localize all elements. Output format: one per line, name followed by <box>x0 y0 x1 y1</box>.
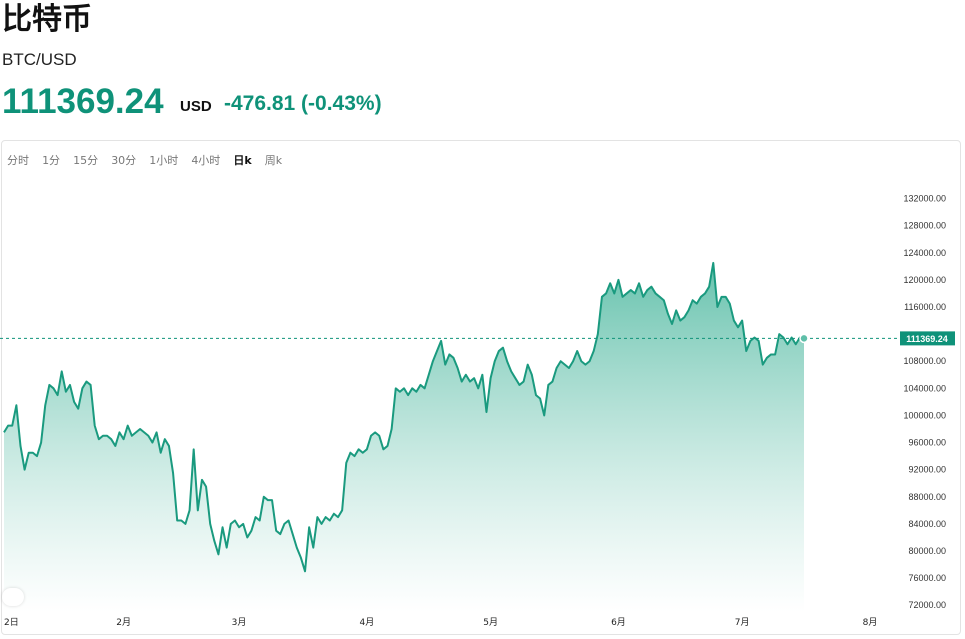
last-price-point[interactable] <box>799 333 809 344</box>
tab-weekly[interactable]: 周k <box>264 154 283 167</box>
y-tick-label: 104000.00 <box>903 383 946 393</box>
x-tick-label: 3月 <box>232 617 247 628</box>
chart-card <box>1 140 961 635</box>
x-tick-label: 2日 <box>4 617 19 628</box>
price-line <box>3 261 805 573</box>
y-tick-label: 128000.00 <box>903 221 946 231</box>
tab-30min[interactable]: 30分 <box>111 154 137 167</box>
y-tick-label: 72000.00 <box>908 600 946 610</box>
tab-1hour[interactable]: 1小时 <box>149 154 179 167</box>
y-tick-label: 120000.00 <box>903 275 946 285</box>
page-title: 比特币 <box>2 2 92 37</box>
tab-15min[interactable]: 15分 <box>73 154 99 167</box>
y-tick-label: 108000.00 <box>903 356 946 366</box>
y-tick-label: 80000.00 <box>908 546 946 556</box>
x-tick-label: 2月 <box>116 617 131 628</box>
price-currency: USD <box>180 98 212 115</box>
y-tick-label: 124000.00 <box>903 248 946 258</box>
x-tick-label: 7月 <box>735 617 750 628</box>
y-tick-label: 88000.00 <box>908 492 946 502</box>
current-price: 111369.24 <box>2 82 164 121</box>
tab-fenshi[interactable]: 分时 <box>7 154 29 167</box>
y-tick-label: 84000.00 <box>908 519 946 529</box>
price-change: -476.81 (-0.43%) <box>224 92 382 115</box>
y-tick-label: 92000.00 <box>908 465 946 475</box>
x-tick-label: 4月 <box>360 617 375 628</box>
x-tick-label: 5月 <box>483 617 498 628</box>
x-tick-label: 6月 <box>611 617 626 628</box>
x-tick-label: 8月 <box>863 617 878 628</box>
y-tick-label: 96000.00 <box>908 438 946 448</box>
tab-4hour[interactable]: 4小时 <box>191 154 221 167</box>
current-price-tag <box>900 331 955 346</box>
y-tick-label: 116000.00 <box>904 302 946 312</box>
currency-pair: BTC/USD <box>2 50 77 69</box>
y-tick-label: 76000.00 <box>908 573 946 583</box>
timeframe-tabs: 分时 1分 15分 30分 1小时 4小时 日k 周k <box>7 152 292 167</box>
scroll-handle[interactable] <box>2 588 24 606</box>
current-price-tag-label: 111369.24 <box>906 334 948 344</box>
y-tick-label: 132000.00 <box>903 194 946 204</box>
y-tick-label: 100000.00 <box>903 410 946 420</box>
price-area-fill <box>4 262 804 612</box>
tab-1min[interactable]: 1分 <box>42 154 61 167</box>
tab-daily[interactable]: 日k <box>233 154 252 167</box>
